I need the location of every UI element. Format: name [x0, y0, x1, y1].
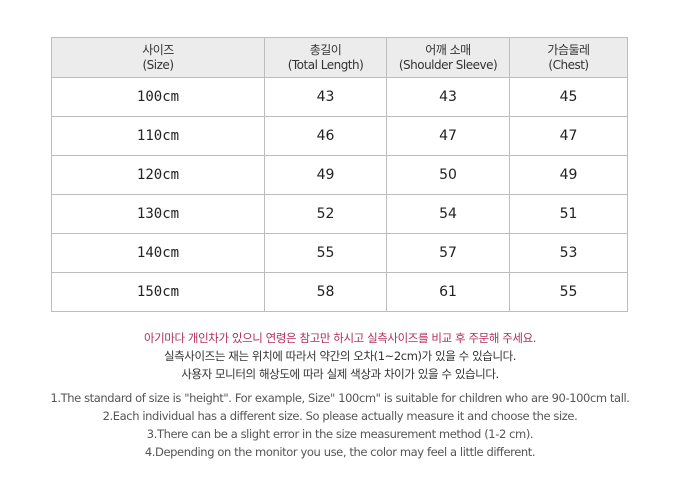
cell-shoulder-sleeve: 50 — [386, 155, 510, 195]
english-notes: 1.The standard of size is "height". For … — [0, 389, 680, 461]
header-size: 사이즈 (Size) — [51, 37, 265, 78]
cell-total-length: 46 — [264, 116, 387, 156]
cell-shoulder-sleeve: 47 — [386, 116, 510, 156]
cell-chest: 51 — [509, 194, 628, 234]
note-ko-1: 아기마다 개인차가 있으니 연령은 참고만 하시고 실측사이즈를 비교 후 주문… — [143, 331, 537, 345]
cell-chest: 45 — [509, 77, 628, 117]
cell-total-length: 58 — [264, 272, 387, 312]
header-ko: 총길이 — [309, 42, 342, 57]
note-ko-2: 실측사이즈는 재는 위치에 따라서 약간의 오차(1~2cm)가 있을 수 있습… — [163, 349, 517, 363]
header-en: (Total Length) — [287, 57, 364, 72]
cell-total-length: 52 — [264, 194, 387, 234]
cell-size: 100cm — [51, 77, 265, 117]
note-en-2: 2.Each individual has a different size. … — [102, 409, 578, 423]
note-ko-3: 사용자 모니터의 해상도에 따라 실제 색상과 차이가 있을 수 있습니다. — [181, 367, 499, 381]
cell-chest: 53 — [509, 233, 628, 273]
table-row: 100cm 43 43 45 — [51, 77, 628, 117]
header-chest: 가슴둘레 (Chest) — [509, 37, 628, 78]
header-shoulder-sleeve: 어깨 소매 (Shoulder Sleeve) — [386, 37, 510, 78]
header-ko: 가슴둘레 — [547, 42, 590, 57]
size-table: 사이즈 (Size) 총길이 (Total Length) 어깨 소매 (Should… — [51, 37, 628, 312]
cell-size: 110cm — [51, 116, 265, 156]
header-ko: 어깨 소매 — [425, 42, 471, 57]
header-total-length: 총길이 (Total Length) — [264, 37, 387, 78]
cell-chest: 55 — [509, 272, 628, 312]
header-en: (Size) — [142, 57, 175, 72]
cell-shoulder-sleeve: 54 — [386, 194, 510, 234]
korean-notes: 아기마다 개인차가 있으니 연령은 참고만 하시고 실측사이즈를 비교 후 주문… — [0, 329, 680, 383]
table-row: 150cm 58 61 55 — [51, 272, 628, 312]
cell-size: 140cm — [51, 233, 265, 273]
note-en-3: 3.There can be a slight error in the siz… — [146, 427, 534, 441]
header-en: (Chest) — [548, 57, 589, 72]
cell-shoulder-sleeve: 57 — [386, 233, 510, 273]
table-row: 130cm 52 54 51 — [51, 194, 628, 234]
cell-total-length: 55 — [264, 233, 387, 273]
cell-size: 120cm — [51, 155, 265, 195]
cell-total-length: 43 — [264, 77, 387, 117]
note-en-1: 1.The standard of size is "height". For … — [50, 391, 630, 405]
cell-shoulder-sleeve: 61 — [386, 272, 510, 312]
cell-chest: 49 — [509, 155, 628, 195]
note-en-4: 4.Depending on the monitor you use, the … — [144, 445, 536, 459]
cell-size: 150cm — [51, 272, 265, 312]
cell-chest: 47 — [509, 116, 628, 156]
table-row: 140cm 55 57 53 — [51, 233, 628, 273]
table-row: 120cm 49 50 49 — [51, 155, 628, 195]
header-ko: 사이즈 — [142, 42, 174, 57]
table-header-row: 사이즈 (Size) 총길이 (Total Length) 어깨 소매 (Should… — [51, 37, 628, 78]
header-en: (Shoulder Sleeve) — [398, 57, 498, 72]
cell-shoulder-sleeve: 43 — [386, 77, 510, 117]
cell-total-length: 49 — [264, 155, 387, 195]
cell-size: 130cm — [51, 194, 265, 234]
table-row: 110cm 46 47 47 — [51, 116, 628, 156]
